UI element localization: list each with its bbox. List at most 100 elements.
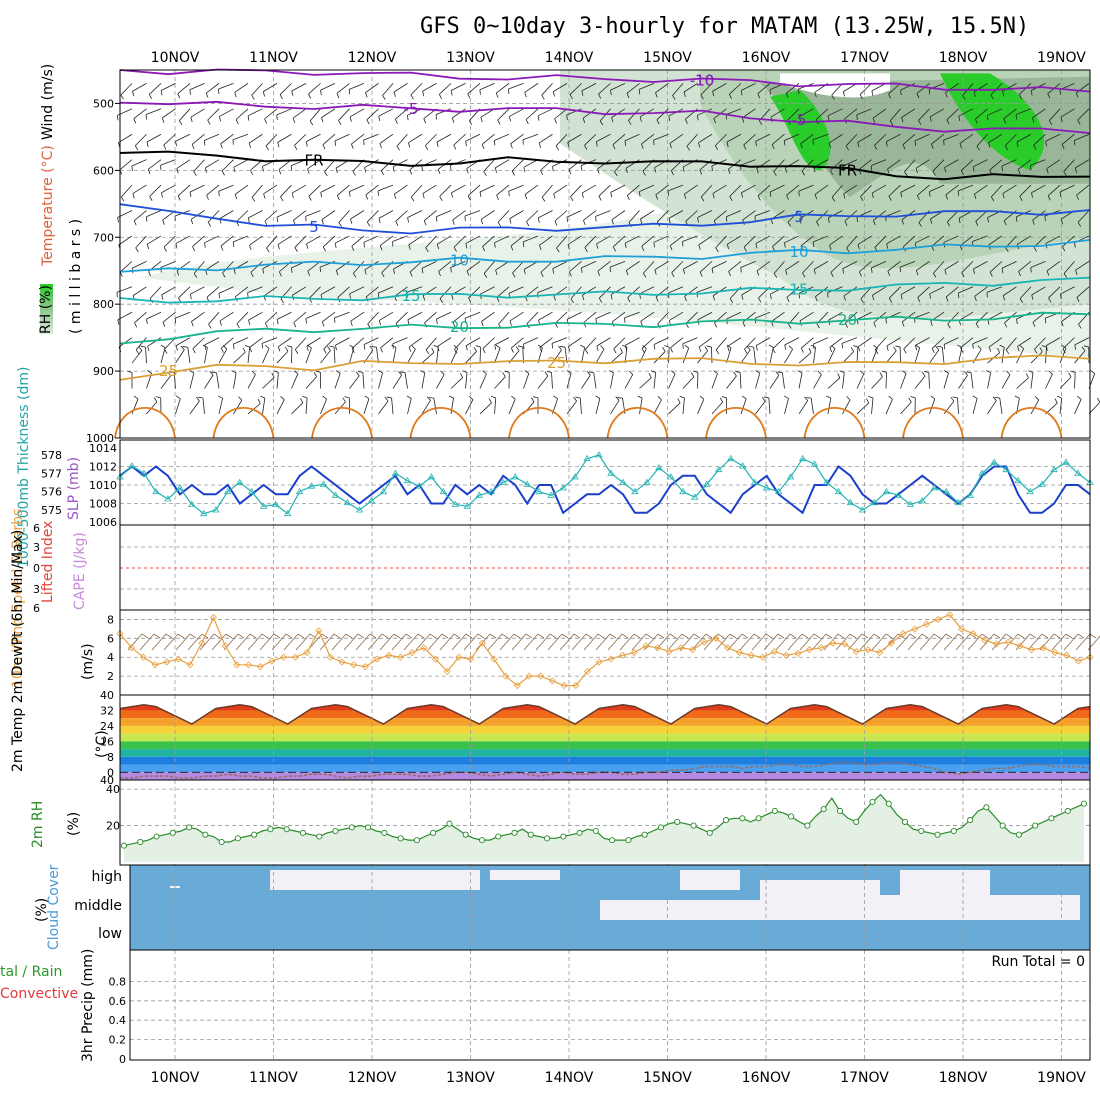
wind-barb-flag: [945, 194, 949, 200]
wind10m-marker: [373, 655, 381, 663]
wind-barb: [871, 376, 883, 389]
wind-barb-flag: [537, 344, 543, 349]
wind-barb: [219, 108, 234, 117]
wind-barb-flag: [650, 370, 656, 373]
wind-barb-flag: [423, 118, 427, 124]
wind-barb-flag: [537, 217, 540, 223]
wind10m-barb-flag: [1017, 633, 1025, 639]
wind-barb: [379, 311, 394, 321]
wind-barb: [305, 397, 308, 414]
wind10m-marker: [350, 661, 358, 669]
wind-barb-flag: [683, 91, 686, 97]
wind10m-marker: [408, 648, 416, 657]
wind-barb-flag: [204, 242, 206, 248]
wind-barb: [248, 311, 263, 321]
wind-barb-flag: [713, 370, 718, 374]
wind-barb-flag: [744, 349, 748, 354]
wind-barb: [394, 286, 408, 297]
wind-barb: [481, 133, 495, 145]
wind-barb: [410, 83, 423, 96]
wind-barb-flag: [460, 372, 464, 378]
pressure-tick-700: 700: [93, 231, 114, 244]
wind-barb: [322, 133, 336, 146]
wind-barb-flag: [494, 242, 496, 248]
wind-barb-flag: [436, 141, 439, 147]
rh2m-marker: [853, 818, 860, 825]
wind-barb-flag: [715, 247, 719, 253]
wind-barb-flag: [440, 370, 445, 375]
wind10m-marker: [700, 638, 708, 646]
rh2m-marker: [771, 807, 778, 815]
wind-barb: [248, 210, 263, 219]
wind-barb: [305, 311, 321, 319]
wind-barb-flag: [698, 244, 701, 250]
wind-barb-flag: [450, 90, 453, 96]
wind10m-barb-flag: [153, 633, 161, 639]
temperature-band: [120, 725, 1090, 734]
wind-barb: [218, 83, 234, 90]
wind-barb-flag: [307, 270, 311, 276]
wind-barb-flag: [466, 270, 470, 276]
wind-barb-flag: [426, 396, 431, 401]
wind-barb-flag: [735, 371, 741, 373]
wind-barb: [132, 286, 147, 296]
rh2m-marker: [478, 837, 486, 844]
wind10m-barb: [475, 633, 491, 651]
isotherm-30-segment: [803, 406, 866, 439]
wind-barb-flag: [827, 217, 830, 223]
wind-barb: [801, 337, 814, 349]
wind-barb-flag: [712, 193, 715, 199]
wind-barb-flag: [699, 271, 703, 277]
wind-barb-flag: [612, 246, 616, 252]
wind-barb: [915, 337, 930, 346]
wind-barb: [886, 133, 901, 142]
wind-barb: [522, 133, 539, 141]
wind-barb: [391, 397, 394, 414]
wind-barb: [438, 261, 452, 272]
wind-barb: [452, 210, 466, 221]
wind-barb: [291, 402, 304, 415]
wind-barb: [697, 210, 713, 218]
wind-barb-flag: [772, 246, 776, 252]
wind-barb: [887, 261, 901, 272]
wind-barb-flag: [482, 348, 486, 354]
wind-barb: [828, 210, 843, 219]
wind-barb: [262, 377, 275, 389]
wind-barb: [945, 184, 959, 196]
wind-barb-flag: [1017, 346, 1020, 352]
precip-tick-3: 0.2: [109, 1034, 127, 1047]
li-tick-2: 0: [33, 562, 40, 575]
wind10m-barb-flag: [885, 633, 893, 639]
chart-title: GFS 0~10day 3-hourly for MATAM (13.25W, …: [420, 14, 1029, 39]
wind-barb: [294, 235, 307, 248]
wind-barb-flag: [522, 344, 525, 350]
wind-barb-flag: [1003, 220, 1007, 226]
wind-barb: [263, 184, 278, 195]
wind-barb-flag: [197, 396, 204, 399]
wind-barb: [740, 159, 756, 166]
wind-barb: [365, 286, 379, 298]
wind-barb: [570, 184, 582, 197]
cloud-gap: [270, 870, 280, 890]
wind-barb-flag: [887, 168, 890, 174]
wind-barb: [147, 159, 162, 170]
wind-barb: [465, 337, 481, 346]
wind-barb: [857, 133, 872, 143]
thickness-marker: [355, 506, 364, 513]
wind-barb-flag: [320, 192, 323, 198]
wind-barb-flag: [335, 270, 339, 276]
wind-barb-flag: [990, 196, 995, 202]
wind10m-barb-flag: [657, 633, 665, 639]
wind-barb: [928, 372, 930, 389]
wind-barb: [435, 108, 452, 115]
wind-barb-flag: [990, 94, 994, 100]
wind-barb-flag: [350, 321, 353, 327]
wind-barb: [132, 83, 147, 92]
wind-barb: [338, 210, 350, 223]
wind-barb-flag: [381, 272, 385, 278]
wind-barb-flag: [236, 323, 240, 329]
thickness-marker: [1074, 469, 1082, 476]
wind-barb-flag: [889, 120, 894, 126]
wind-barb-flag: [962, 95, 966, 100]
wind-barb: [219, 311, 234, 322]
